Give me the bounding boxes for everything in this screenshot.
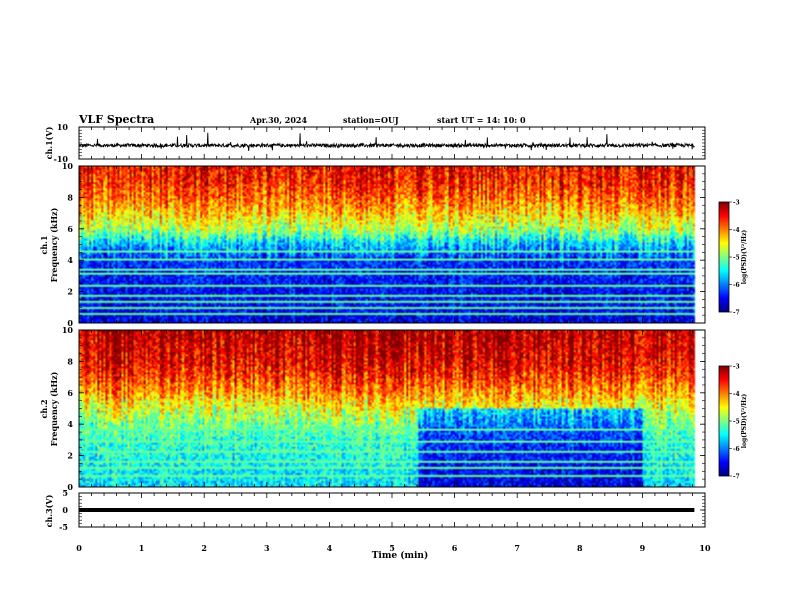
ch3-waveform-panel: 0 1 2 3 4 5 6 7 8 9 10 5 0 -5 (59, 488, 711, 553)
y-tick-label: -5 (59, 522, 68, 532)
ch1-trace (78, 132, 695, 151)
ch2-spectro-ylabel-line2: Frequency (kHz) (49, 371, 59, 446)
colorbar-tick-label: -6 (733, 282, 740, 289)
start-time-label: start UT = 14: 10: 0 (437, 115, 526, 125)
ch1-waveform-panel: 10 -10 (54, 122, 706, 164)
ch1-spectrogram-image (79, 166, 705, 323)
colorbar-tick-label: -5 (733, 419, 740, 426)
ch1-spectro-ylabel-line2: Frequency (kHz) (49, 207, 59, 282)
ch1-spectrogram-panel: 0 2 4 6 8 10 (62, 161, 706, 328)
figure-title: VLF Spectra (78, 113, 154, 126)
colorbar-tick-label: -4 (733, 227, 740, 234)
x-axis-label: Time (min) (372, 550, 429, 561)
ch2-spectrogram-image (79, 330, 705, 487)
ch1-colorbar: -3 -4 -5 -6 -7 log(PSD)(V²/Hz) (718, 200, 748, 317)
x-tick-label: 5 (389, 543, 395, 553)
y-tick-label: 0 (62, 505, 68, 515)
colorbar-label: log(PSD)(V²/Hz) (741, 394, 748, 449)
y-tick-label: 8 (67, 192, 73, 202)
x-tick-label: 6 (452, 543, 458, 553)
ch2-spectrogram-panel: 0 2 4 6 8 10 (62, 325, 706, 492)
ch3-ylabel: ch.3(V) (44, 494, 54, 527)
y-tick-label: 10 (62, 161, 74, 171)
y-tick-label: 4 (67, 255, 73, 265)
station-label: station=OUJ (343, 115, 399, 125)
ch2-spectro-ylabel-line1: ch.2 (39, 399, 49, 418)
colorbar-tick-label: -5 (733, 255, 740, 262)
colorbar-tick-label: -3 (733, 200, 740, 207)
colorbar-tick-label: -7 (733, 474, 740, 481)
y-tick-label: 0 (67, 482, 73, 492)
y-tick-label: 8 (67, 356, 73, 366)
y-tick-label: 10 (62, 325, 74, 335)
colorbar-tick-label: -3 (733, 364, 740, 371)
y-tick-label: 6 (67, 388, 73, 398)
y-tick-label: 6 (67, 224, 73, 234)
ch1-spectro-ylabel-line1: ch.1 (39, 235, 49, 254)
ch1-spectrogram-colorbar-bar (718, 201, 730, 313)
x-tick-label: 4 (327, 543, 333, 553)
y-tick-label: 4 (67, 419, 73, 429)
y-tick-label: 2 (67, 287, 73, 297)
colorbar-tick-label: -4 (733, 391, 740, 398)
x-tick-label: 8 (577, 543, 583, 553)
y-tick-label: 2 (67, 451, 73, 461)
y-tick-label: 10 (57, 122, 69, 132)
ch1-ylabel: ch.1(V) (44, 126, 54, 159)
x-tick-label: 0 (76, 543, 82, 553)
y-tick-label: 5 (62, 488, 68, 498)
x-tick-label: 3 (264, 543, 270, 553)
x-tick-label: 1 (139, 543, 145, 553)
y-tick-label: 0 (67, 318, 73, 328)
ch1-spectro-ylabel: ch.1 Frequency (kHz) (39, 207, 59, 282)
x-tick-label: 10 (699, 543, 711, 553)
x-tick-label: 7 (514, 543, 520, 553)
ch2-colorbar: -3 -4 -5 -6 -7 log(PSD)(V²/Hz) (718, 364, 748, 481)
x-tick-label: 9 (640, 543, 646, 553)
y-tick-label: -10 (54, 154, 69, 164)
ch2-spectrogram-colorbar-bar (718, 365, 730, 477)
ch2-spectro-ylabel: ch.2 Frequency (kHz) (39, 371, 59, 446)
colorbar-tick-label: -7 (733, 310, 740, 317)
colorbar-tick-label: -6 (733, 446, 740, 453)
date-label: Apr.30, 2024 (249, 115, 307, 125)
colorbar-label: log(PSD)(V²/Hz) (741, 230, 748, 285)
x-tick-label: 2 (201, 543, 207, 553)
